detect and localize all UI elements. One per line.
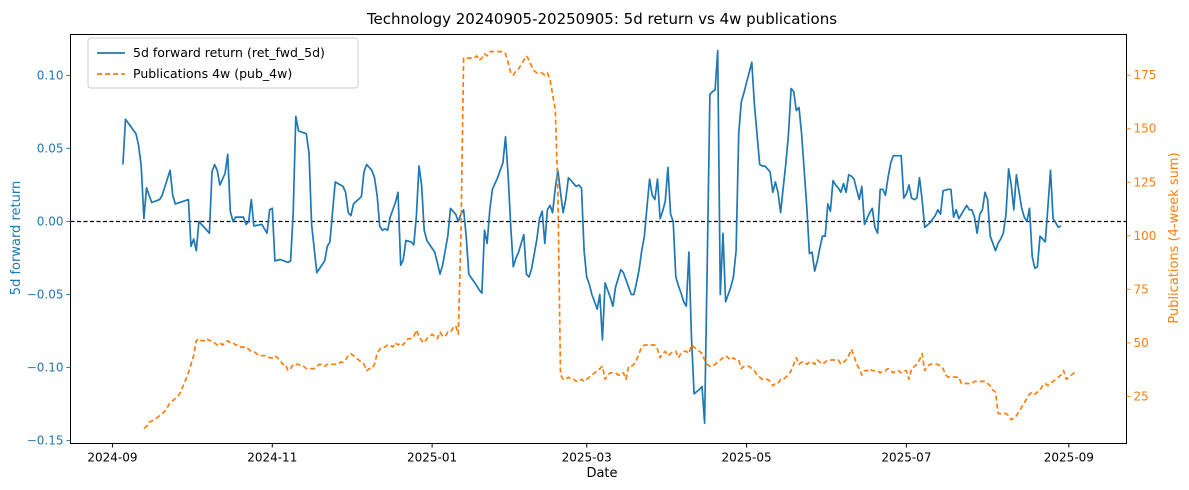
y-right-tick-label: 150 — [1134, 122, 1157, 136]
y-left-tick-label: 0.00 — [37, 214, 64, 228]
y-axis-left: 0.10 0.05 0.00 −0.05 −0.10 −0.15 — [27, 68, 71, 448]
x-tick-label: 2025-07 — [881, 451, 931, 465]
y-axis-left-label: 5d forward return — [9, 181, 24, 295]
y-right-tick-label: 125 — [1134, 175, 1157, 189]
y-axis-right: 175 150 125 100 75 50 25 — [1126, 68, 1157, 403]
plot-frame — [70, 34, 1127, 444]
series-line-publications — [143, 50, 1077, 430]
y-right-tick-label: 25 — [1134, 389, 1149, 403]
x-tick-label: 2024-11 — [247, 451, 297, 465]
y-left-tick-label: 0.10 — [37, 68, 64, 82]
series-line-return — [122, 49, 1062, 424]
y-axis-right-label: Publications (4-week sum) — [1167, 152, 1182, 323]
x-tick-label: 2025-05 — [721, 451, 771, 465]
y-right-tick-label: 50 — [1134, 336, 1149, 350]
series-group — [122, 49, 1077, 430]
legend-label-publications: Publications 4w (pub_4w) — [133, 66, 292, 81]
x-tick-label: 2025-03 — [562, 451, 612, 465]
x-axis: 2024-09 2024-11 2025-01 2025-03 2025-05 2025-… — [87, 443, 1094, 465]
y-right-tick-label: 175 — [1134, 68, 1157, 82]
y-left-tick-label: −0.10 — [27, 361, 64, 375]
x-axis-label: Date — [586, 466, 617, 481]
y-left-tick-label: −0.15 — [27, 434, 64, 448]
y-left-tick-label: 0.05 — [37, 141, 64, 155]
legend: 5d forward return (ret_fwd_5d) Publicati… — [87, 37, 359, 89]
y-left-tick-label: −0.05 — [27, 288, 64, 302]
x-tick-label: 2025-09 — [1044, 451, 1094, 465]
x-tick-label: 2024-09 — [87, 451, 137, 465]
legend-label-return: 5d forward return (ret_fwd_5d) — [133, 45, 325, 60]
chart-title: Technology 20240905-20250905: 5d return … — [366, 10, 837, 28]
y-right-tick-label: 75 — [1134, 282, 1149, 296]
legend-box — [87, 37, 359, 89]
x-tick-label: 2025-01 — [407, 451, 457, 465]
y-right-tick-label: 100 — [1134, 229, 1157, 243]
